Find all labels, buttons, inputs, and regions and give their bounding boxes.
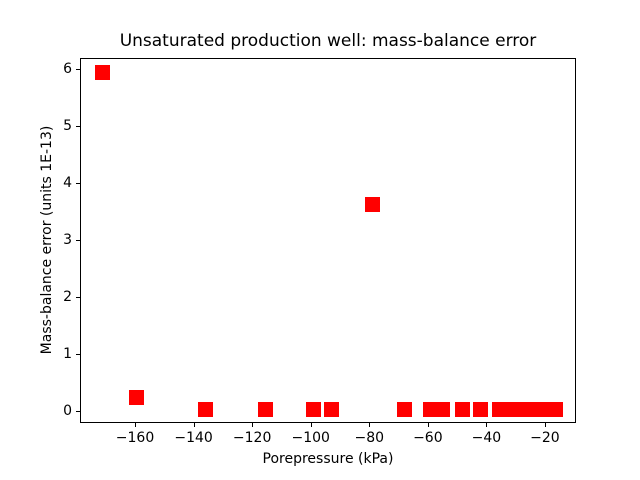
x-axis-tick	[544, 423, 546, 427]
y-axis-tick-label: 4	[63, 174, 72, 191]
x-axis-tick-label: −160	[115, 430, 155, 446]
plot-area	[80, 58, 576, 423]
data-point	[257, 402, 273, 418]
data-point	[197, 402, 213, 418]
chart-title: Unsaturated production well: mass-balanc…	[119, 31, 537, 51]
data-point	[434, 402, 450, 418]
x-axis-tick-label: −140	[174, 430, 213, 446]
y-axis-tick-label: 3	[63, 231, 72, 248]
y-axis-tick	[76, 68, 80, 70]
data-point	[306, 402, 322, 418]
x-axis-tick-label: −20	[530, 430, 560, 446]
y-axis-tick	[76, 411, 80, 413]
data-point	[455, 402, 471, 418]
data-point	[547, 402, 563, 418]
x-axis-tick	[486, 423, 488, 427]
x-axis-label: Porepressure (kPa)	[262, 451, 394, 467]
x-axis-tick-label: −80	[354, 430, 385, 446]
x-axis-tick	[135, 423, 137, 427]
x-axis-tick	[369, 423, 371, 427]
x-axis-tick-label: −100	[291, 430, 330, 446]
y-axis-tick	[76, 296, 80, 298]
x-axis-tick-label: −40	[471, 430, 502, 446]
x-axis-tick	[193, 423, 195, 427]
y-axis-tick-label: 2	[63, 288, 72, 305]
y-axis-tick-label: 0	[63, 403, 72, 420]
x-axis-tick	[427, 423, 429, 427]
x-axis-tick-label: −60	[413, 430, 443, 446]
x-axis-tick	[252, 423, 254, 427]
y-axis-tick-label: 6	[63, 60, 72, 77]
data-point	[396, 402, 412, 418]
x-axis-tick	[310, 423, 312, 427]
data-point	[423, 402, 439, 418]
data-point	[364, 196, 380, 212]
data-point	[129, 389, 144, 405]
y-axis-tick	[76, 239, 80, 241]
y-axis-tick-label: 5	[63, 117, 72, 134]
data-point	[473, 402, 489, 418]
y-axis-tick	[76, 182, 80, 184]
y-axis-tick-label: 1	[63, 345, 72, 362]
y-axis-tick	[76, 125, 80, 127]
y-axis-tick	[76, 353, 80, 355]
data-point	[95, 65, 111, 81]
x-axis-tick-label: −120	[232, 430, 272, 446]
data-point	[323, 402, 339, 418]
